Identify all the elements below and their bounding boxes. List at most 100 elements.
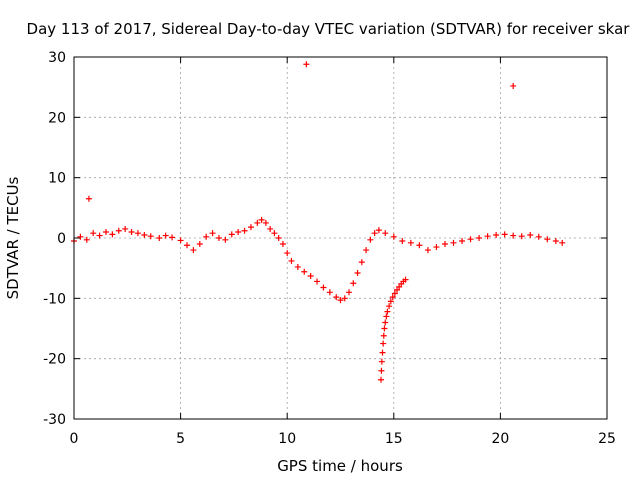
data-point [320,284,327,291]
data-point [416,242,423,249]
data-point [441,241,448,248]
chart-title: Day 113 of 2017, Sidereal Day-to-day VTE… [27,20,631,38]
data-point [247,224,254,231]
data-point [183,242,190,249]
data-point [301,268,308,275]
data-point [393,286,400,293]
x-axis-label: GPS time / hours [277,457,403,475]
x-tick-label: 20 [491,431,509,447]
data-point [241,227,248,234]
data-point [382,319,389,326]
data-point [177,237,184,244]
data-point [510,232,517,239]
data-point [552,238,559,245]
data-point [326,289,333,296]
data-point [390,233,397,240]
data-point [169,234,176,241]
data-point [476,235,483,241]
data-point [559,239,566,246]
data-point [389,294,396,301]
data-point [380,340,387,347]
data-point [222,236,229,243]
y-tick-label: -10 [43,291,66,307]
data-point [501,231,508,238]
data-point [228,231,235,238]
data-point [102,228,109,235]
data-point [258,216,265,223]
y-tick-label: 20 [48,110,66,126]
data-point [209,230,216,237]
data-point [122,225,129,232]
data-point [367,236,374,243]
data-point [396,283,403,290]
data-point [535,233,542,240]
data-point [375,227,382,234]
data-point [467,236,474,243]
data-point [275,235,282,241]
data-point [378,358,385,365]
x-tick-label: 5 [176,431,185,447]
data-point [203,233,210,240]
data-point [450,239,457,246]
data-point [407,239,414,246]
data-point [387,298,394,305]
data-point [424,247,431,254]
plot-frame [73,56,608,420]
data-point [399,238,406,245]
data-point [380,332,387,339]
data-point [346,289,353,296]
data-point [378,367,385,374]
x-tick-label: 0 [70,431,79,447]
data-point [493,231,500,238]
data-point [381,325,388,332]
data-point [354,269,361,276]
data-point [196,241,203,248]
x-tick-label: 25 [598,431,616,447]
data-point [77,233,84,240]
data-point [96,232,103,239]
data-point [254,219,261,226]
y-tick-label: 10 [48,171,66,187]
data-point [459,238,466,245]
data-point [271,230,278,237]
data-point [433,244,440,251]
data-point [527,231,534,238]
y-tick-label: -20 [43,352,66,368]
data-point [235,228,242,235]
data-point [544,236,551,243]
x-tick-label: 10 [278,431,296,447]
data-point [391,290,398,297]
data-point [162,232,169,239]
data-point [147,233,154,240]
data-point [350,280,357,287]
x-tick-label: 15 [385,431,403,447]
data-point [510,82,517,89]
data-point [402,276,409,283]
data-point [371,230,378,237]
data-point [141,231,148,238]
data-point [294,263,301,270]
y-axis-label: SDTVAR / TECUs [4,176,22,299]
y-tick-label: -30 [43,412,66,428]
data-point [303,61,310,68]
data-point [83,236,90,243]
data-point [215,235,222,241]
data-point [128,228,135,235]
data-point [341,295,348,302]
data-point [314,278,321,285]
data-point [90,230,97,237]
data-point [382,230,389,237]
data-point [384,308,391,315]
data-point [109,231,116,238]
data-point [379,349,386,356]
data-point [267,225,274,232]
data-point [484,233,491,240]
data-point [134,230,141,237]
data-point [307,273,314,280]
data-point [115,227,122,234]
data-point [333,294,340,301]
y-tick-label: 30 [48,50,66,66]
tick-labels: 0 5 10 15 20 25 -30 -20 -10 0 10 20 30 [43,50,616,447]
data-point [363,247,370,254]
